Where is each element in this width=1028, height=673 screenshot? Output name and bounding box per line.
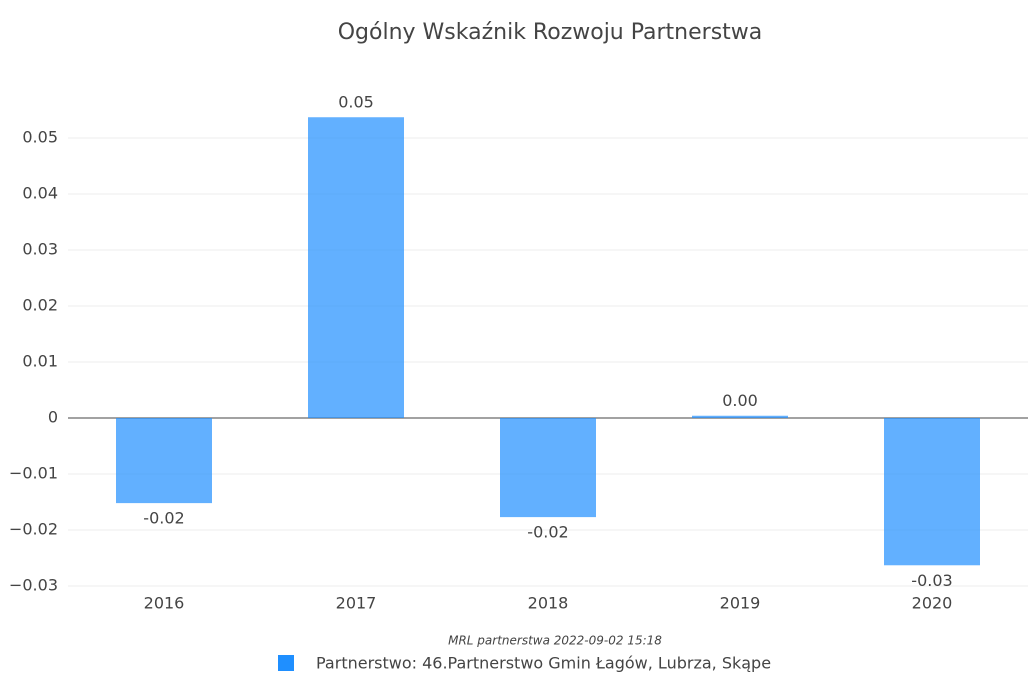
y-tick-label: −0.01 bbox=[9, 463, 58, 482]
y-tick-label: 0.01 bbox=[22, 351, 58, 370]
value-label: -0.02 bbox=[527, 523, 568, 542]
y-tick-label: 0.05 bbox=[22, 127, 58, 146]
bar bbox=[884, 417, 980, 566]
x-tick-label: 2017 bbox=[336, 594, 377, 613]
y-tick-label: −0.02 bbox=[9, 519, 58, 538]
value-label: -0.02 bbox=[143, 509, 184, 528]
x-tick-label: 2019 bbox=[720, 594, 761, 613]
value-label: 0.05 bbox=[338, 93, 374, 112]
y-tick-label: 0 bbox=[48, 407, 58, 426]
x-tick-label: 2020 bbox=[912, 594, 953, 613]
x-tick-label: 2016 bbox=[144, 594, 185, 613]
bar bbox=[692, 415, 788, 418]
bar bbox=[116, 417, 212, 504]
bar bbox=[500, 417, 596, 518]
value-label: 0.00 bbox=[722, 391, 758, 410]
x-tick-label: 2018 bbox=[528, 594, 569, 613]
y-tick-label: −0.03 bbox=[9, 576, 58, 595]
annotation: MRL partnerstwa 2022-09-02 15:18 bbox=[448, 634, 662, 648]
y-tick-label: 0.04 bbox=[22, 183, 58, 202]
bar bbox=[308, 117, 404, 418]
legend-label: Partnerstwo: 46.Partnerstwo Gmin Łagów, … bbox=[316, 654, 771, 673]
chart-title: Ogólny Wskaźnik Rozwoju Partnerstwa bbox=[338, 20, 763, 45]
value-label: -0.03 bbox=[911, 571, 952, 590]
legend-swatch bbox=[278, 655, 294, 671]
y-tick-label: 0.02 bbox=[22, 295, 58, 314]
y-tick-label: 0.03 bbox=[22, 239, 58, 258]
